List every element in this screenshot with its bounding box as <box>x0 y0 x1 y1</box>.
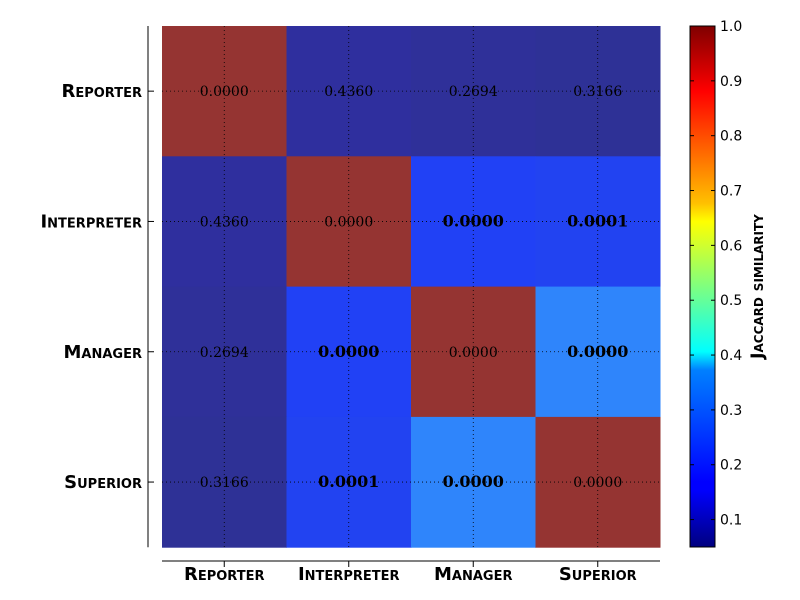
y-tick-label: Manager <box>64 342 142 363</box>
cell-value-label: 0.4360 <box>324 84 373 100</box>
colorbar-tick-label: 0.8 <box>720 129 742 145</box>
colorbar-tick-label: 0.4 <box>720 348 742 364</box>
heatmap-cells <box>162 26 661 548</box>
colorbar-tick-label: 0.7 <box>720 184 742 200</box>
colorbar-tick-label: 0.3 <box>720 403 742 419</box>
colorbar-tick-label: 0.2 <box>720 458 742 474</box>
colorbar-gradient <box>689 25 716 548</box>
cell-value-label: 0.0000 <box>567 342 628 361</box>
cell-value-label: 0.4360 <box>200 214 249 230</box>
cell-value-label: 0.0000 <box>200 84 249 100</box>
cell-value-label: 0.0000 <box>443 211 504 230</box>
cell-value-label: 0.0001 <box>318 472 379 491</box>
axes: Reporter Interpreter Manager Superior Report… <box>40 26 660 585</box>
colorbar: 0.1 0.2 0.3 0.4 0.5 0.6 0.7 0.8 0.9 1.0 Jaccard si… <box>689 19 768 548</box>
colorbar-tick-label: 0.1 <box>720 513 742 529</box>
cell-value-label: 0.2694 <box>449 84 498 100</box>
cell-value-label: 0.0001 <box>567 211 628 230</box>
x-tick-label: Interpreter <box>298 564 400 585</box>
colorbar-tick-label: 0.6 <box>720 238 742 254</box>
y-tick-label: Interpreter <box>40 211 142 232</box>
grid-lines <box>162 26 660 548</box>
colorbar-title: Jaccard similarity <box>748 214 768 360</box>
cell-value-label: 0.0000 <box>449 345 498 361</box>
cell-value-labels: 0.0000 0.4360 0.2694 0.3166 0.4360 0.0000 0.00… <box>200 84 629 491</box>
y-tick-label: Reporter <box>61 81 142 102</box>
colorbar-tick-label: 0.5 <box>720 293 742 309</box>
colorbar-tick-label: 0.9 <box>720 74 742 90</box>
cell-value-label: 0.0000 <box>318 342 379 361</box>
heatmap-cell <box>411 286 536 418</box>
cell-value-label: 0.3166 <box>573 84 622 100</box>
cell-value-label: 0.3166 <box>200 475 249 491</box>
x-tick-label: Superior <box>559 564 637 585</box>
y-tick-label: Superior <box>64 472 142 493</box>
cell-value-label: 0.0000 <box>573 475 622 491</box>
cell-value-label: 0.0000 <box>443 472 504 491</box>
x-tick-label: Manager <box>434 564 512 585</box>
cell-value-label: 0.2694 <box>200 345 249 361</box>
colorbar-tick-label: 1.0 <box>720 19 742 35</box>
x-tick-label: Reporter <box>184 564 265 585</box>
cell-value-label: 0.0000 <box>324 214 373 230</box>
